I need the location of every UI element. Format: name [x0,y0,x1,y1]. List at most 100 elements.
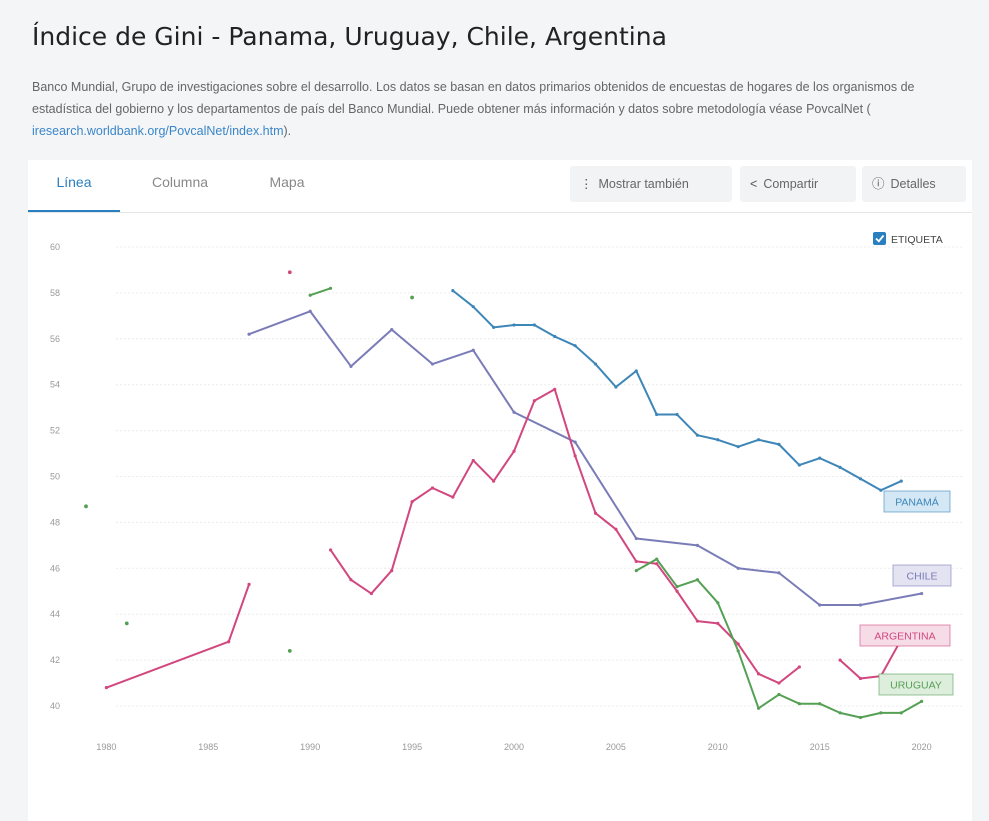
panam-point[interactable] [492,325,496,329]
argentina-point[interactable] [553,387,557,391]
uruguay-point[interactable] [84,504,88,509]
panam-point[interactable] [614,385,618,389]
uruguay-point[interactable] [287,649,292,653]
chile-point[interactable] [471,348,475,352]
chile-point[interactable] [634,536,638,541]
chile-point[interactable] [247,332,251,336]
argentina-point[interactable] [532,399,536,403]
series-panam [451,289,903,492]
chile-point[interactable] [349,364,353,368]
uruguay-point[interactable] [675,585,679,589]
uruguay-point[interactable] [818,702,822,706]
argentina-point[interactable] [349,578,353,582]
chile-point[interactable] [308,309,312,313]
uruguay-point[interactable] [695,578,700,582]
detalles-button[interactable]: ⓘ Detalles [862,166,966,202]
argentina-point[interactable] [614,527,618,531]
panam-point[interactable] [532,323,536,327]
panam-point[interactable] [756,438,761,442]
argentina-point[interactable] [573,454,577,458]
povcalnet-link[interactable]: iresearch.worldbank.org/PovcalNet/index.… [32,124,284,138]
argentina-point[interactable] [369,591,373,596]
panam-point[interactable] [838,465,842,469]
panam-point[interactable] [818,456,822,460]
panam-point[interactable] [675,412,679,417]
panam-point[interactable] [471,305,475,309]
argentina-point[interactable] [430,486,435,490]
argentina-point[interactable] [451,495,455,499]
panam-point[interactable] [879,488,883,492]
panam-point[interactable] [736,445,740,449]
argentina-point[interactable] [492,479,496,483]
chile-point[interactable] [430,362,435,366]
uruguay-point[interactable] [736,649,740,653]
argentina-point[interactable] [675,589,679,593]
argentina-point[interactable] [287,270,292,275]
argentina-point[interactable] [328,548,333,552]
uruguay-point[interactable] [634,568,638,573]
panam-point[interactable] [655,412,659,417]
chile-point[interactable] [390,328,394,332]
argentina-point[interactable] [512,449,516,453]
argentina-point[interactable] [655,562,659,566]
argentina-point[interactable] [634,559,638,564]
chile-point[interactable] [777,571,781,575]
argentina-point[interactable] [838,658,842,662]
panam-point[interactable] [716,438,720,442]
panam-point[interactable] [451,289,455,293]
uruguay-point[interactable] [716,601,720,605]
panam-point[interactable] [797,463,801,467]
chile-point[interactable] [512,410,516,414]
uruguay-point[interactable] [308,293,312,297]
chile-point[interactable] [736,566,740,570]
uruguay-point[interactable] [899,711,903,715]
chile-point[interactable] [920,591,924,596]
y-tick-label: 40 [50,701,60,711]
argentina-point[interactable] [227,640,231,644]
argentina-point[interactable] [858,676,863,681]
uruguay-point[interactable] [756,706,761,710]
panam-point[interactable] [512,323,516,327]
argentina-point[interactable] [756,672,761,676]
uruguay-point[interactable] [858,715,863,720]
panam-point[interactable] [695,433,700,437]
uruguay-point[interactable] [838,711,842,715]
argentina-point[interactable] [777,681,781,685]
argentina-point[interactable] [247,582,251,586]
uruguay-point[interactable] [797,702,801,706]
panam-point[interactable] [573,344,577,348]
chile-point[interactable] [818,603,822,607]
chile-point[interactable] [858,603,863,607]
uruguay-point[interactable] [879,711,883,715]
mostrar-tambien-button[interactable]: ⋮ Mostrar también [570,166,732,202]
uruguay-point[interactable] [920,699,924,704]
argentina-point[interactable] [390,568,394,573]
uruguay-point[interactable] [777,692,781,697]
panam-point[interactable] [553,334,557,339]
argentina-point[interactable] [695,619,700,623]
uruguay-point[interactable] [124,621,129,626]
etiqueta-checkbox-group[interactable]: ETIQUETA [873,232,943,246]
argentina-point[interactable] [716,621,720,625]
panam-point[interactable] [858,477,863,481]
argentina-point[interactable] [593,511,598,515]
argentina-point[interactable] [410,500,414,504]
etiqueta-checkbox[interactable] [873,232,886,245]
argentina-point[interactable] [104,686,108,690]
chile-point[interactable] [695,543,700,547]
tab-linea[interactable]: Línea [28,160,120,212]
uruguay-point[interactable] [655,557,659,561]
argentina-point[interactable] [736,642,740,646]
panam-point[interactable] [593,362,598,366]
uruguay-point[interactable] [410,295,414,300]
chile-point[interactable] [573,440,577,444]
uruguay-point[interactable] [328,286,333,290]
tab-mapa[interactable]: Mapa [269,174,305,190]
tab-columna[interactable]: Columna [151,174,209,190]
panam-point[interactable] [899,479,903,483]
argentina-point[interactable] [797,665,801,669]
argentina-point[interactable] [471,458,475,463]
panam-point[interactable] [777,442,781,446]
compartir-button[interactable]: < Compartir [740,166,856,202]
panam-point[interactable] [634,369,638,373]
